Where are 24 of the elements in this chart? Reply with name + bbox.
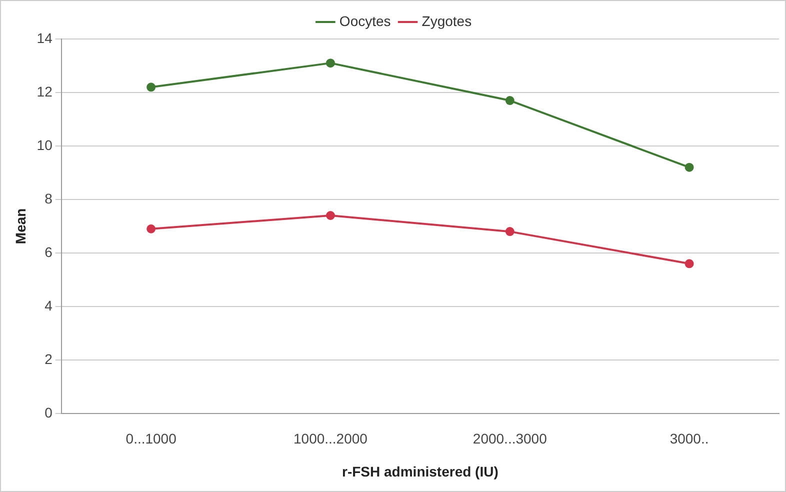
y-tick-label: 14 bbox=[36, 30, 53, 46]
point bbox=[684, 259, 694, 268]
y-tick-label: 8 bbox=[44, 190, 53, 206]
y-tick-label: 2 bbox=[44, 350, 53, 367]
point bbox=[326, 211, 335, 220]
point bbox=[146, 224, 156, 234]
y-tick-label: 12 bbox=[36, 83, 53, 100]
y-tick-label: 0 bbox=[44, 404, 53, 420]
x-tick-label: 1000...2000 bbox=[294, 430, 368, 447]
x-tick-label: 2000...3000 bbox=[472, 430, 548, 447]
point bbox=[505, 227, 514, 236]
y-tick-label: 4 bbox=[44, 297, 53, 314]
point bbox=[326, 58, 335, 68]
y-axis-title: Mean bbox=[12, 208, 28, 244]
x-axis-title: r-FSH administered (IU) bbox=[342, 463, 498, 480]
y-tick-label: 6 bbox=[44, 244, 53, 260]
point bbox=[505, 96, 514, 106]
point bbox=[146, 82, 156, 92]
legend-label: Zygotes bbox=[422, 12, 472, 29]
y-tick-label: 10 bbox=[36, 136, 53, 153]
x-tick-label: 3000.. bbox=[670, 430, 709, 447]
legend-label: Oocytes bbox=[339, 12, 391, 29]
point bbox=[684, 162, 694, 172]
x-tick-label: 0...1000 bbox=[126, 430, 177, 447]
